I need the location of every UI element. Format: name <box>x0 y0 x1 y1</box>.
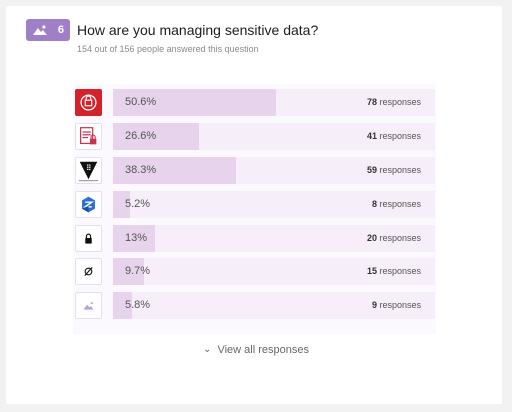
bar <box>113 191 130 218</box>
document-lock-icon <box>75 123 102 150</box>
response-count: 20 responses <box>367 233 421 243</box>
response-count-suffix: responses <box>379 199 421 209</box>
response-count-value: 9 <box>371 300 377 310</box>
response-count: 59 responses <box>367 165 421 175</box>
bar-track: 5.8% 9 responses <box>113 292 435 319</box>
view-all-label: View all responses <box>217 344 309 356</box>
chevron-down-icon: ⌄ <box>203 344 212 355</box>
response-row: 38.3% 59 responses <box>75 157 435 184</box>
bar-track: 9.7% 15 responses <box>113 258 435 285</box>
response-count: 8 responses <box>372 199 421 209</box>
response-count: 41 responses <box>367 131 421 141</box>
response-count-value: 78 <box>366 97 377 107</box>
response-count: 78 responses <box>367 97 421 107</box>
bar-track: 5.2% 8 responses <box>113 191 435 218</box>
response-row: 26.6% 41 responses <box>75 123 435 150</box>
bar-percentage-label: 5.2% <box>125 198 151 210</box>
response-count-suffix: responses <box>379 266 421 276</box>
response-row: 13% 20 responses <box>75 225 435 252</box>
image-placeholder-icon <box>75 292 102 319</box>
response-count-value: 8 <box>371 199 377 209</box>
bar <box>113 258 144 285</box>
response-count-value: 41 <box>366 131 377 141</box>
red-shield-logo-icon <box>75 89 102 116</box>
response-count-value: 15 <box>366 266 377 276</box>
empty-set-icon <box>75 258 102 285</box>
response-count-suffix: responses <box>379 97 421 107</box>
bar-percentage-label: 26.6% <box>125 130 157 142</box>
response-row: 50.6% 78 responses <box>75 89 435 116</box>
bar-percentage-label: 50.6% <box>125 96 157 108</box>
response-count-suffix: responses <box>379 233 421 243</box>
response-count: 9 responses <box>372 300 421 310</box>
response-count-suffix: responses <box>379 131 421 141</box>
bar-track: 26.6% 41 responses <box>113 123 435 150</box>
view-all-responses-link[interactable]: ⌄ View all responses <box>0 344 512 356</box>
response-row: 9.7% 15 responses <box>75 258 435 285</box>
response-count-suffix: responses <box>379 300 421 310</box>
bar <box>113 225 155 252</box>
response-row: 5.8% 9 responses <box>75 292 435 319</box>
image-icon <box>32 25 47 35</box>
question-subtitle: 154 out of 156 people answered this ques… <box>77 44 259 54</box>
question-badge: 6 <box>26 19 70 41</box>
blue-hexagon-logo-icon <box>75 191 102 218</box>
bar <box>113 292 132 319</box>
response-count-value: 20 <box>366 233 377 243</box>
bar-percentage-label: 9.7% <box>125 265 151 277</box>
bar-percentage-label: 5.8% <box>125 299 151 311</box>
bar-track: 38.3% 59 responses <box>113 157 435 184</box>
question-number: 6 <box>57 24 64 36</box>
bar <box>113 89 276 116</box>
bar-percentage-label: 38.3% <box>125 164 157 176</box>
response-row: 5.2% 8 responses <box>75 191 435 218</box>
bar-track: 50.6% 78 responses <box>113 89 435 116</box>
response-count-value: 59 <box>366 165 377 175</box>
bar-track: 13% 20 responses <box>113 225 435 252</box>
question-title: How are you managing sensitive data? <box>77 22 319 38</box>
padlock-icon <box>75 225 102 252</box>
response-count-suffix: responses <box>379 165 421 175</box>
bar <box>113 123 199 150</box>
bar-percentage-label: 13% <box>125 232 148 244</box>
bar <box>113 157 236 184</box>
response-count: 15 responses <box>367 266 421 276</box>
vault-triangle-logo-icon <box>75 157 102 184</box>
